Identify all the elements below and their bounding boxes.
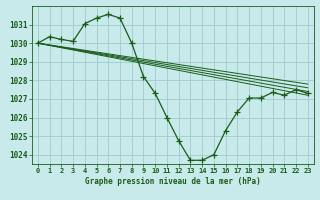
X-axis label: Graphe pression niveau de la mer (hPa): Graphe pression niveau de la mer (hPa) (85, 177, 261, 186)
